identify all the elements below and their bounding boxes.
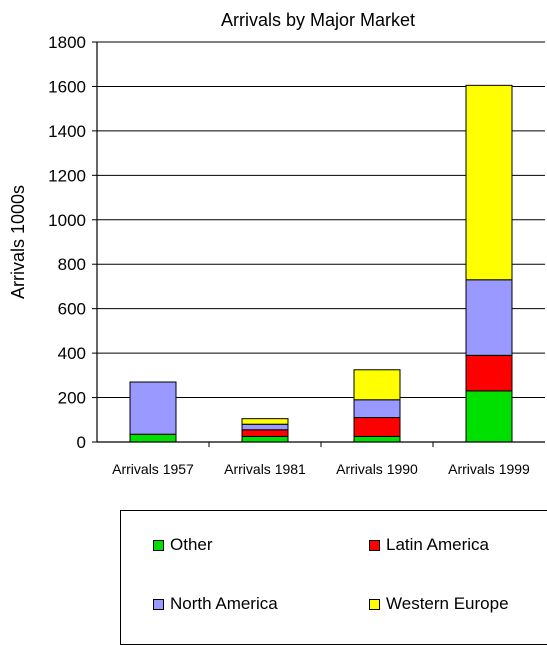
bars [129,84,513,443]
bar-segment-latin-america [241,429,289,437]
x-tick-label: Arrivals 1999 [448,461,530,477]
bar-segment-other [241,435,289,443]
legend-label-latin-america: Latin America [386,535,489,554]
x-tick-label: Arrivals 1957 [112,461,194,477]
y-tick-label: 600 [58,300,86,319]
bar-segment-western-europe [241,418,289,425]
y-tick-label: 1200 [48,166,86,185]
y-tick-label: 1000 [48,211,86,230]
bar-segment-north-america [353,399,401,419]
bar-segment-western-europe [465,84,513,281]
legend-swatch-western-europe [369,598,380,610]
y-tick-label: 400 [58,344,86,363]
x-tick-label: Arrivals 1981 [224,461,306,477]
legend-item-other: Other [153,535,213,555]
chart-title: Arrivals by Major Market [221,10,415,30]
y-tick-label: 1600 [48,77,86,96]
legend-label-western-europe: Western Europe [386,594,509,613]
y-tick-label: 1400 [48,122,86,141]
y-tick-labels: 0 200 400 600 800 1000 1200 1400 1600 1800 [48,33,86,452]
legend: Other Latin America North America Wester… [120,510,547,645]
axes [92,41,545,447]
legend-item-latin-america: Latin America [369,535,489,555]
stacked-bar-chart: Arrivals by Major Market Arrivals 1000s … [8,10,545,477]
legend-swatch-latin-america [369,539,380,551]
legend-label-other: Other [170,535,213,554]
legend-swatch-north-america [153,598,164,610]
gridlines [97,41,545,399]
x-tick-labels: Arrivals 1957 Arrivals 1981 Arrivals 1990 A… [112,461,530,477]
bar-segment-other [353,435,401,443]
y-tick-label: 200 [58,389,86,408]
y-tick-label: 1800 [48,33,86,52]
bar-segment-western-europe [353,369,401,401]
legend-label-north-america: North America [170,594,278,613]
bar-segment-latin-america [465,354,513,392]
bar-segment-other [129,433,177,443]
bar-segment-north-america [241,423,289,431]
bar-segment-latin-america [353,417,401,437]
legend-item-western-europe: Western Europe [369,594,509,614]
y-tick-label: 0 [77,433,86,452]
bar-segment-north-america [129,381,177,435]
x-tick-label: Arrivals 1990 [336,461,418,477]
bar-segment-other [465,390,513,443]
y-axis-label: Arrivals 1000s [8,185,28,299]
bar-segment-north-america [465,279,513,356]
legend-swatch-other [153,539,164,551]
legend-item-north-america: North America [153,594,278,614]
y-tick-label: 800 [58,255,86,274]
